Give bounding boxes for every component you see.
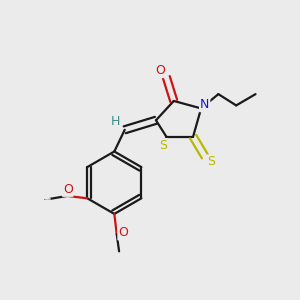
Text: N: N: [200, 98, 209, 111]
Text: O: O: [155, 64, 165, 77]
Text: S: S: [208, 155, 215, 168]
Text: H: H: [111, 115, 121, 128]
Text: O: O: [63, 183, 73, 196]
Text: methoxy: methoxy: [44, 198, 51, 200]
Text: O: O: [118, 226, 128, 239]
Text: S: S: [159, 139, 167, 152]
